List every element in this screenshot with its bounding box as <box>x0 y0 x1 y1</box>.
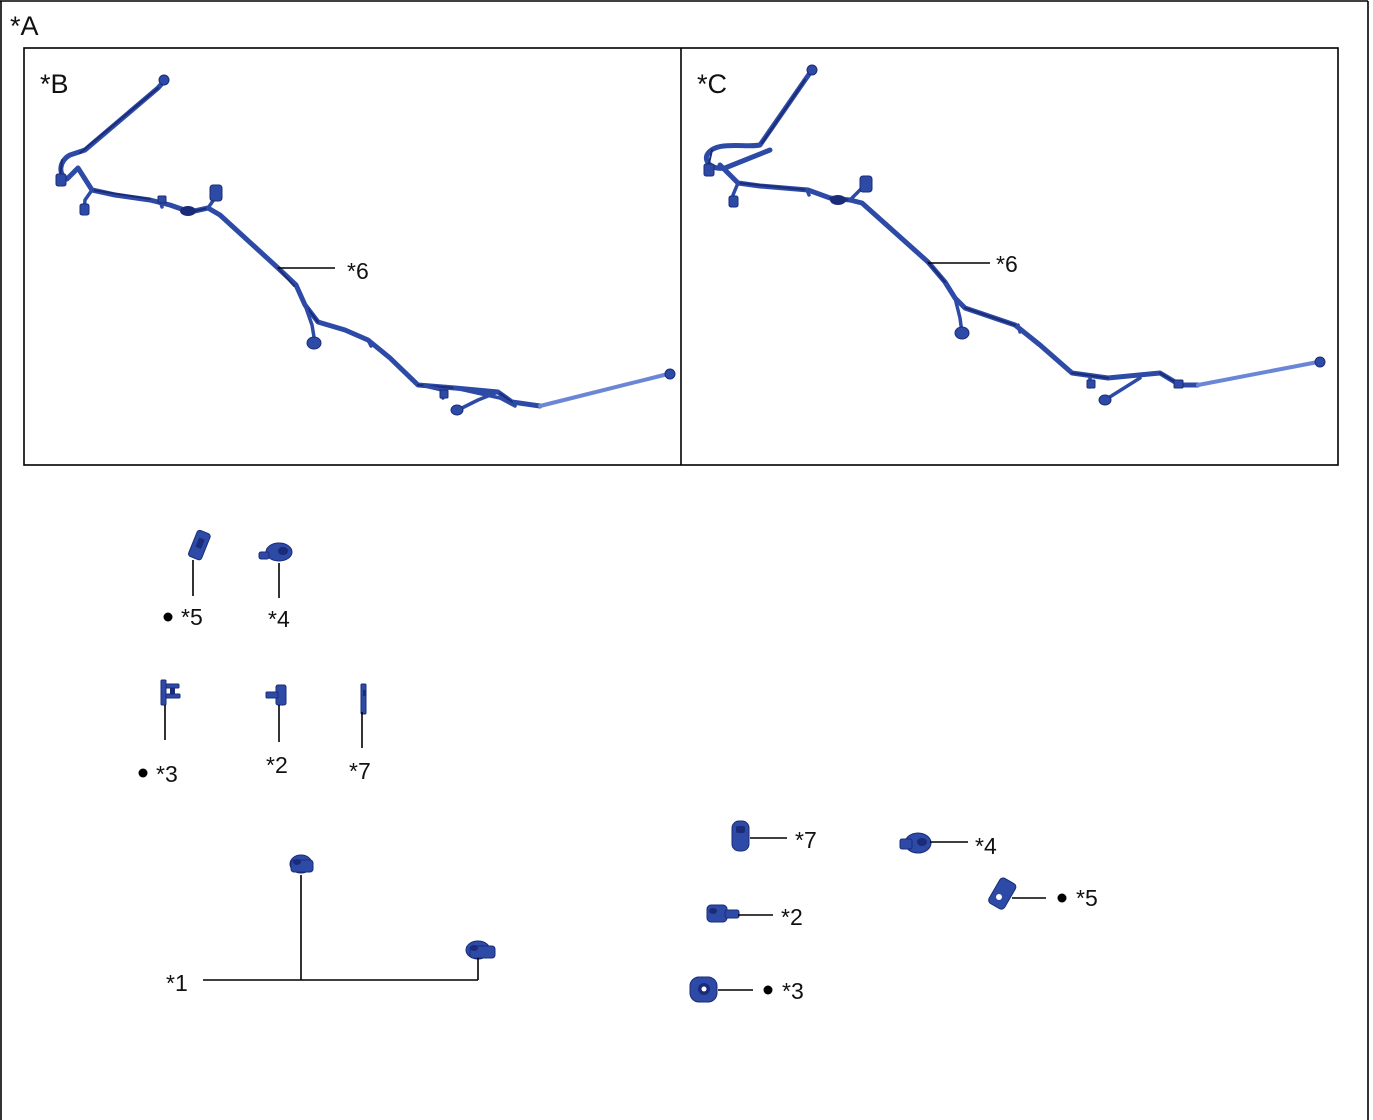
frame-label: *A <box>10 11 39 41</box>
right-part-2-label: *2 <box>781 904 803 930</box>
bullet-marker-icon <box>163 612 173 622</box>
panel-c-callout-label: *6 <box>996 251 1018 277</box>
right-part-5-connector <box>988 877 1017 910</box>
bullet-marker-icon <box>138 768 148 778</box>
panel-c-label: *C <box>697 69 727 99</box>
left-part-3-label: *3 <box>156 761 178 787</box>
left-part-1-leader-lines <box>203 875 479 981</box>
left-part-1-label: *1 <box>166 970 188 996</box>
right-part-5-label: *5 <box>1076 885 1098 911</box>
left-part-5-connector <box>188 529 211 561</box>
left-part-2-connector <box>265 684 287 706</box>
right-part-7-label: *7 <box>795 827 817 853</box>
bullet-marker-icon <box>1057 893 1067 903</box>
panel-b-callout-label: *6 <box>347 258 369 284</box>
left-part-3-connector <box>160 679 181 706</box>
right-part-4-label: *4 <box>975 833 997 859</box>
left-part-2-label: *2 <box>266 752 288 778</box>
left-part-7-connector <box>360 683 367 715</box>
right-part-3-connector <box>689 976 718 1003</box>
left-part-4-connector <box>258 542 293 562</box>
left-part-4-label: *4 <box>268 606 290 632</box>
right-part-2-connector <box>706 904 740 923</box>
left-part-1-connector-a <box>289 854 314 874</box>
left-part-5-label: *5 <box>181 604 203 630</box>
panel-b-label: *B <box>40 69 69 99</box>
left-part-7-label: *7 <box>349 758 371 784</box>
left-part-1-connector-b <box>465 940 496 960</box>
right-part-7-connector <box>731 820 750 852</box>
right-part-4-connector <box>899 832 932 854</box>
bullet-marker-icon <box>763 985 773 995</box>
harness-b-drawing <box>55 74 676 416</box>
right-part-3-label: *3 <box>782 978 804 1004</box>
harness-c-drawing <box>703 64 1326 406</box>
